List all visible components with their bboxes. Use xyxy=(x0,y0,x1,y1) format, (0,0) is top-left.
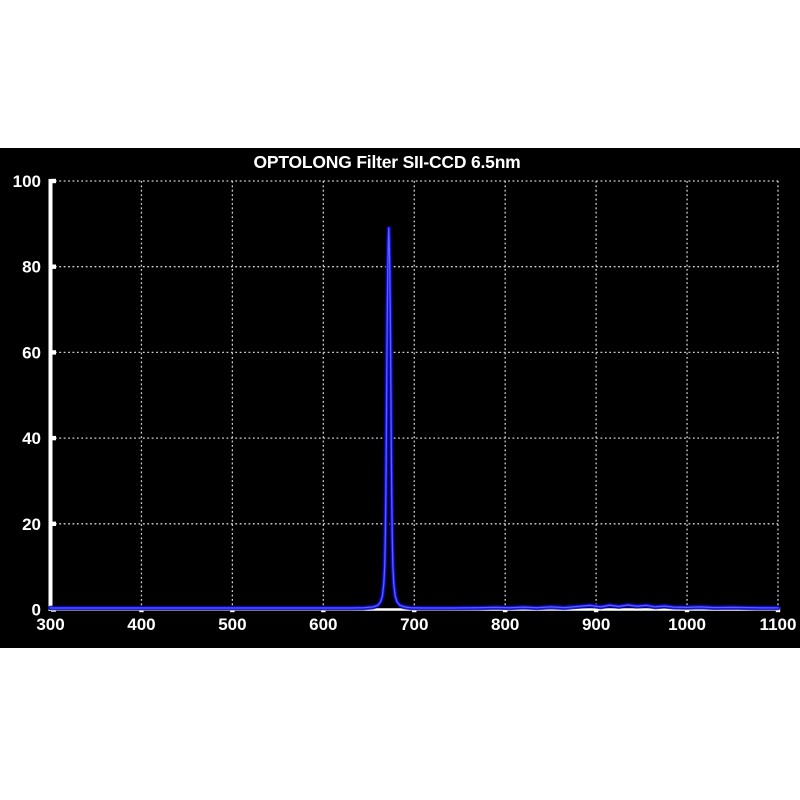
x-tick-label: 400 xyxy=(127,615,155,634)
y-tick-label: 40 xyxy=(22,429,41,448)
x-tick-label: 300 xyxy=(36,615,64,634)
y-tick-label: 0 xyxy=(32,601,41,620)
y-tick-label: 60 xyxy=(22,343,41,362)
y-tick-label: 20 xyxy=(22,515,41,534)
y-tick-mark xyxy=(51,435,56,441)
chart-canvas: 0 20 40 60 80 100 300 400 500 600 700 800 900 1000 110… xyxy=(13,172,797,634)
x-tick-label: 1000 xyxy=(668,615,706,634)
y-tick-mark xyxy=(51,178,56,184)
x-tick-label: 1100 xyxy=(760,615,797,634)
x-tick-mark xyxy=(593,607,599,613)
x-tick-label: 800 xyxy=(491,615,519,634)
y-tick-mark xyxy=(51,350,56,355)
y-tick-mark xyxy=(51,521,56,526)
chart-panel: OPTOLONG Filter SII-CCD 6.5nm 0 20 40 60 80 1… xyxy=(0,148,800,648)
y-tick-label: 80 xyxy=(22,258,41,277)
x-tick-label: 700 xyxy=(400,615,428,634)
x-tick-label: 500 xyxy=(218,615,246,634)
x-tick-label: 900 xyxy=(582,615,610,634)
x-tick-label: 600 xyxy=(309,615,337,634)
chart-title: OPTOLONG Filter SII-CCD 6.5nm xyxy=(253,152,521,172)
y-tick-mark xyxy=(51,264,56,269)
y-tick-label: 100 xyxy=(13,172,41,191)
transmission-curve xyxy=(49,227,779,609)
